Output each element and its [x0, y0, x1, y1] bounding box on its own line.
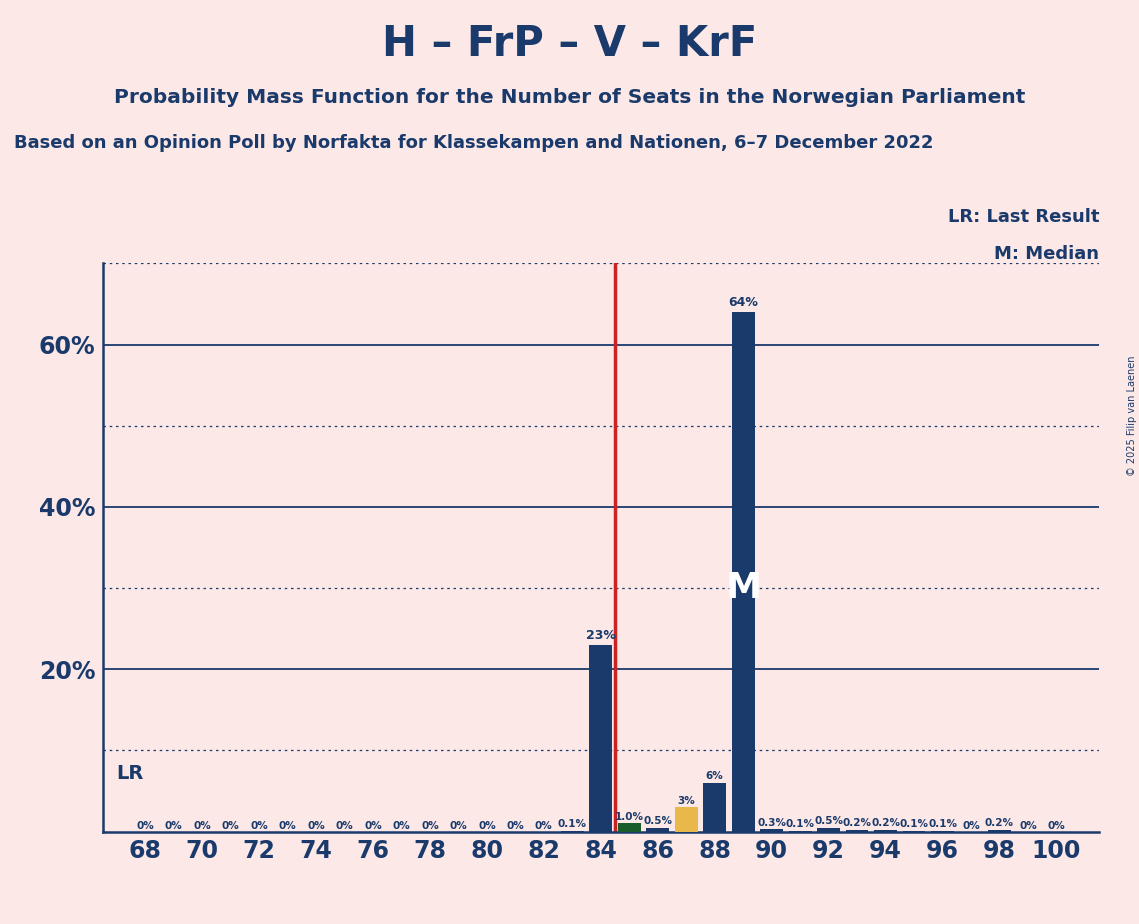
Text: Probability Mass Function for the Number of Seats in the Norwegian Parliament: Probability Mass Function for the Number… — [114, 88, 1025, 107]
Text: 0%: 0% — [421, 821, 439, 831]
Text: 3%: 3% — [678, 796, 695, 806]
Text: LR: LR — [116, 763, 145, 783]
Bar — [817, 828, 839, 832]
Text: 0%: 0% — [364, 821, 382, 831]
Text: 0%: 0% — [194, 821, 211, 831]
Text: 0.5%: 0.5% — [814, 816, 843, 826]
Bar — [674, 808, 697, 832]
Text: Based on an Opinion Poll by Norfakta for Klassekampen and Nationen, 6–7 December: Based on an Opinion Poll by Norfakta for… — [14, 134, 933, 152]
Text: H – FrP – V – KrF: H – FrP – V – KrF — [382, 23, 757, 65]
Bar — [988, 830, 1011, 832]
Text: 0.1%: 0.1% — [900, 820, 928, 829]
Bar — [646, 828, 669, 832]
Text: 0.2%: 0.2% — [871, 819, 900, 828]
Bar — [731, 312, 754, 832]
Text: 0.3%: 0.3% — [757, 818, 786, 828]
Text: 0.1%: 0.1% — [558, 820, 587, 829]
Text: 0.1%: 0.1% — [928, 820, 957, 829]
Text: 0%: 0% — [535, 821, 552, 831]
Bar — [875, 830, 896, 832]
Text: 0%: 0% — [393, 821, 410, 831]
Text: 0%: 0% — [1019, 821, 1036, 831]
Text: 0.2%: 0.2% — [843, 819, 871, 828]
Bar — [703, 783, 727, 832]
Text: 0%: 0% — [1048, 821, 1065, 831]
Text: 0%: 0% — [279, 821, 296, 831]
Text: M: M — [726, 571, 761, 605]
Text: M: Median: M: Median — [994, 245, 1099, 262]
Text: 0%: 0% — [450, 821, 467, 831]
Bar — [590, 645, 612, 832]
Text: © 2025 Filip van Laenen: © 2025 Filip van Laenen — [1126, 356, 1137, 476]
Text: 0%: 0% — [507, 821, 524, 831]
Text: 0%: 0% — [478, 821, 495, 831]
Text: 0.2%: 0.2% — [985, 819, 1014, 828]
Text: 23%: 23% — [585, 628, 616, 641]
Text: 0%: 0% — [222, 821, 239, 831]
Bar — [760, 829, 782, 832]
Text: 0%: 0% — [251, 821, 268, 831]
Bar — [617, 823, 640, 832]
Text: 0%: 0% — [962, 821, 980, 831]
Text: 0%: 0% — [137, 821, 154, 831]
Bar — [845, 830, 868, 832]
Text: 0%: 0% — [165, 821, 182, 831]
Text: 0.5%: 0.5% — [644, 816, 672, 826]
Text: 0%: 0% — [336, 821, 353, 831]
Text: LR: Last Result: LR: Last Result — [948, 208, 1099, 225]
Text: 1.0%: 1.0% — [615, 812, 644, 821]
Text: 64%: 64% — [728, 296, 759, 309]
Text: 0.1%: 0.1% — [786, 820, 814, 829]
Text: 6%: 6% — [706, 772, 723, 782]
Text: 0%: 0% — [308, 821, 325, 831]
